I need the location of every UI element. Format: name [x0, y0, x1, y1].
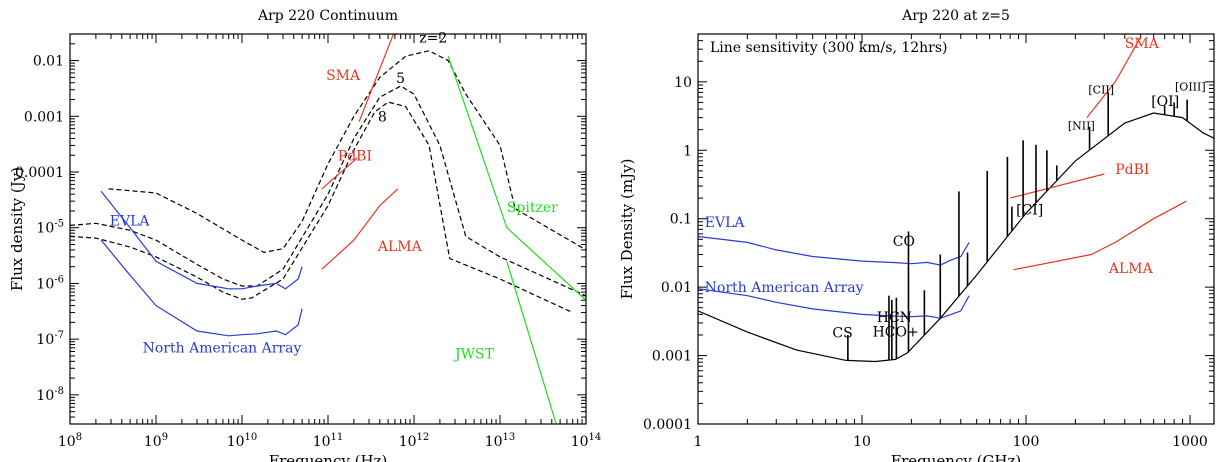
- chart0-x-tick-label: 1011: [313, 432, 344, 450]
- chart1-series-north-american-array: [698, 288, 970, 319]
- chart1-x-tick-label: 1: [694, 434, 703, 450]
- chart1-series-continuum: [698, 112, 1214, 363]
- chart0-y-tick-label: 10-8: [36, 386, 64, 404]
- chart0-x-axis-label: Frequency (Hz): [269, 452, 388, 462]
- chart1-y-axis-label: Flux Density (mJy): [618, 159, 636, 300]
- chart0-series-5: [70, 85, 586, 297]
- chart1-x-tick-label: 10: [853, 434, 871, 450]
- chart1-y-tick-label: 0.0001: [643, 417, 692, 433]
- chart1-series-pdbi: [1009, 173, 1105, 199]
- chart0-label-8: 8: [378, 110, 387, 126]
- chart0-label-alma: ALMA: [377, 239, 423, 255]
- chart1-label-cii: [CII]: [1088, 83, 1114, 96]
- chart1-y-tick-label: 0.001: [652, 349, 692, 365]
- chart1-x-tick-label: 1000: [1172, 434, 1208, 450]
- chart1-label-ci: [CI]: [1016, 203, 1043, 219]
- chart0-label-z-2: z=2: [419, 31, 447, 47]
- chart1-series-evla: [698, 235, 970, 266]
- chart0-x-tick-label: 1013: [485, 432, 516, 450]
- chart1-plot-frame: [697, 33, 1215, 425]
- chart1-label-north-american-array: North American Array: [705, 280, 864, 296]
- chart0-series-evla: [100, 190, 303, 290]
- chart0-label-north-american-array: North American Array: [143, 340, 302, 356]
- chart1-label-oi: [OI]: [1151, 94, 1179, 110]
- chart0-label-spitzer: Spitzer: [507, 200, 558, 216]
- chart1-annotation: Line sensitivity (300 km/s, 12hrs): [710, 40, 948, 56]
- chart1-y-tick-label: 0.01: [661, 280, 692, 296]
- chart0-x-tick-label: 1014: [571, 432, 602, 450]
- chart1-title: Arp 220 at z=5: [901, 8, 1010, 24]
- chart1-label-co: CO: [893, 234, 915, 250]
- chart0-y-tick-label: 0.001: [24, 109, 64, 125]
- chart1-label-cs: CS: [832, 325, 852, 341]
- continuum-chart: 108 109 1010 1011 1012 1013 1014 10-8 10-7 10-6 10…: [8, 8, 602, 462]
- chart0-series-north-american-array: [100, 239, 303, 337]
- chart1-label-pdbi: PdBI: [1115, 162, 1149, 178]
- chart0-y-tick-label: 10-7: [36, 330, 64, 348]
- chart1-label-sma: SMA: [1125, 36, 1160, 52]
- chart0-label-jwst: JWST: [453, 346, 495, 362]
- chart1-label-hcn: HCN: [877, 310, 912, 326]
- chart0-series-jwst: [506, 261, 557, 424]
- chart0-y-tick-label: 10-6: [36, 274, 64, 292]
- chart0-series-alma: [321, 188, 399, 270]
- chart0-x-tick-label: 1012: [399, 432, 430, 450]
- chart1-x-tick-label: 100: [1013, 434, 1040, 450]
- line-sensitivity-chart: 1 10 100 1000 0.0001 0.001 0.01 0.1 1 10 Arp 220 a…: [618, 8, 1215, 462]
- chart0-series-8: [70, 101, 573, 314]
- chart1-y-tick-label: 0.1: [670, 212, 692, 228]
- chart0-x-tick-label: 1010: [227, 432, 258, 450]
- chart0-y-tick-label: 0.01: [33, 54, 64, 70]
- chart0-series-sma: [358, 34, 395, 122]
- chart0-label-evla: EVLA: [110, 213, 151, 229]
- chart0-label-pdbi: PdBI: [338, 149, 372, 165]
- chart1-label-hco: HCO+: [873, 324, 919, 340]
- chart0-x-tick-label: 109: [144, 432, 168, 450]
- chart1-series-sma: [1086, 36, 1142, 118]
- chart1-y-tick-label: 1: [683, 143, 692, 159]
- chart1-label-evla: EVLA: [705, 215, 746, 231]
- chart0-label-5: 5: [396, 71, 405, 87]
- chart0-series-z-2: [108, 50, 586, 254]
- chart0-tick-marks: [69, 33, 587, 425]
- chart0-series-pdbi: [321, 157, 358, 190]
- chart1-label-oiii: [OIII]: [1175, 80, 1206, 93]
- chart1-label-nii: [NII]: [1068, 120, 1095, 133]
- chart1-tick-marks: [697, 33, 1214, 425]
- chart1-y-tick-label: 10: [674, 75, 692, 91]
- chart1-x-axis-label: Frequency (GHz): [891, 452, 1022, 462]
- chart0-series-spitzer: [447, 56, 586, 301]
- chart0-y-axis-label: Flux density (Jy): [8, 167, 26, 291]
- chart0-label-sma: SMA: [326, 68, 361, 84]
- chart1-label-alma: ALMA: [1108, 261, 1154, 277]
- chart0-x-tick-label: 108: [58, 432, 82, 450]
- chart0-title: Arp 220 Continuum: [257, 8, 398, 24]
- chart0-y-tick-label: 10-5: [36, 219, 64, 237]
- chart1-series-alma: [1013, 200, 1187, 271]
- chart0-plot-frame: [69, 33, 587, 425]
- chart0-y-tick-label: 0.0001: [15, 165, 64, 181]
